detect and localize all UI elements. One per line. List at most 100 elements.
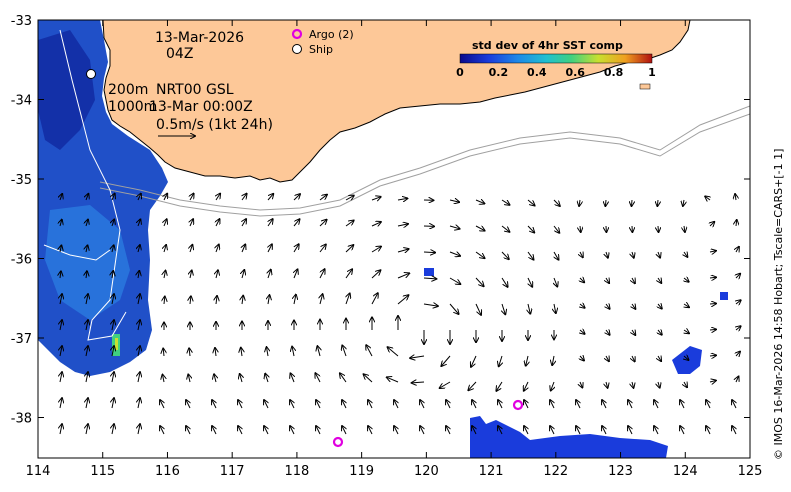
current-vector	[709, 277, 716, 278]
current-vector	[397, 295, 408, 305]
current-vector	[319, 245, 326, 253]
current-vector	[60, 271, 61, 279]
current-vector	[412, 382, 425, 383]
current-vector	[658, 356, 661, 361]
current-vector	[60, 294, 62, 305]
current-vector	[290, 400, 294, 409]
colorbar-tick-label: 1	[648, 66, 656, 79]
y-tick-label: -35	[11, 173, 32, 188]
current-vector	[190, 219, 193, 227]
current-vector	[60, 194, 62, 201]
current-vector	[632, 304, 635, 309]
scale-label: 0.5m/s (1kt 24h)	[156, 117, 273, 133]
current-vector	[526, 355, 528, 366]
current-vector	[683, 199, 684, 206]
current-vector	[316, 426, 320, 435]
sst-patch-south	[470, 416, 668, 458]
current-vector	[527, 199, 535, 206]
y-axis-ticks: -33 -34 -35 -36 -37 -38	[11, 14, 750, 427]
current-vector	[112, 220, 114, 227]
colorbar-tick-label: 0.2	[489, 66, 509, 79]
current-vector	[736, 326, 741, 330]
current-vector	[190, 245, 192, 253]
current-vector	[475, 277, 484, 286]
current-vector	[86, 346, 88, 357]
current-vector	[212, 400, 216, 409]
current-vector	[388, 347, 399, 357]
colorbar-tick-label: 0.8	[604, 66, 624, 79]
current-vector	[606, 356, 609, 361]
current-vector	[242, 245, 245, 253]
current-vector	[632, 356, 635, 361]
current-vector	[576, 426, 580, 435]
current-vector	[684, 225, 685, 232]
current-vector	[86, 424, 88, 435]
sst-patch-small-2	[720, 292, 728, 300]
current-vector	[528, 303, 530, 314]
current-vector	[732, 400, 736, 409]
ship-legend-label: Ship	[309, 43, 333, 56]
current-vector	[186, 400, 190, 409]
colorbar-tick-label: 0.4	[527, 66, 547, 79]
current-vector	[446, 426, 450, 435]
current-vector	[316, 400, 320, 409]
current-vector	[189, 348, 190, 357]
current-vector	[498, 400, 502, 409]
isobath-200m	[99, 105, 750, 211]
current-vector	[471, 355, 477, 367]
current-vector	[86, 320, 88, 331]
current-vector	[472, 426, 476, 435]
current-vector	[632, 199, 633, 206]
current-vector	[60, 424, 62, 435]
current-vector	[164, 194, 167, 201]
current-vector	[188, 375, 190, 383]
current-vector	[294, 244, 299, 253]
current-vector	[138, 346, 140, 357]
x-tick-label: 114	[26, 464, 51, 479]
current-vector	[654, 426, 658, 435]
current-vector	[553, 199, 560, 206]
x-axis-ticks: 114 115 116 117 118 119 120 121 122 123 124 125	[26, 20, 763, 479]
current-vector	[86, 220, 88, 227]
current-vector	[706, 426, 710, 435]
current-vector	[371, 247, 381, 253]
current-vector	[371, 270, 380, 279]
current-vector	[550, 400, 554, 409]
current-vector	[498, 426, 502, 435]
current-vector	[86, 245, 88, 253]
x-tick-label: 125	[738, 464, 763, 479]
current-vector	[554, 277, 557, 287]
current-vector	[423, 252, 435, 253]
current-vector	[86, 294, 88, 305]
current-vector	[394, 400, 398, 409]
current-vector	[216, 194, 220, 201]
y-tick-label: -38	[11, 412, 32, 427]
current-vector	[319, 195, 327, 201]
colorbar-ticks: 0 0.2 0.4 0.6 0.8 1	[456, 66, 656, 79]
current-vector	[293, 219, 300, 227]
argo-legend-label: Argo (2)	[309, 28, 354, 41]
current-vector	[710, 222, 714, 226]
map-date: 13-Mar-2026	[155, 30, 244, 46]
current-vector	[267, 194, 273, 201]
current-vector	[580, 330, 585, 334]
current-vector	[524, 400, 528, 409]
current-vector	[606, 278, 609, 283]
current-vector	[164, 297, 165, 305]
current-vector	[242, 296, 243, 305]
current-vector	[346, 294, 350, 305]
colorbar-tick-label: 0	[456, 66, 464, 79]
current-vector	[576, 400, 580, 409]
current-vector	[449, 303, 459, 314]
current-vector	[580, 225, 581, 232]
current-vector	[446, 400, 450, 409]
side-credit: © IMOS 16-Mar-2026 14:58 Hobart; Tscale=…	[772, 149, 785, 460]
current-vector	[654, 400, 658, 409]
current-vector	[527, 251, 534, 260]
current-vector	[632, 278, 635, 283]
current-vector	[317, 346, 320, 357]
current-vector	[475, 200, 484, 204]
current-vector	[112, 398, 114, 409]
current-vector	[368, 426, 372, 435]
map-time: 04Z	[166, 46, 193, 62]
